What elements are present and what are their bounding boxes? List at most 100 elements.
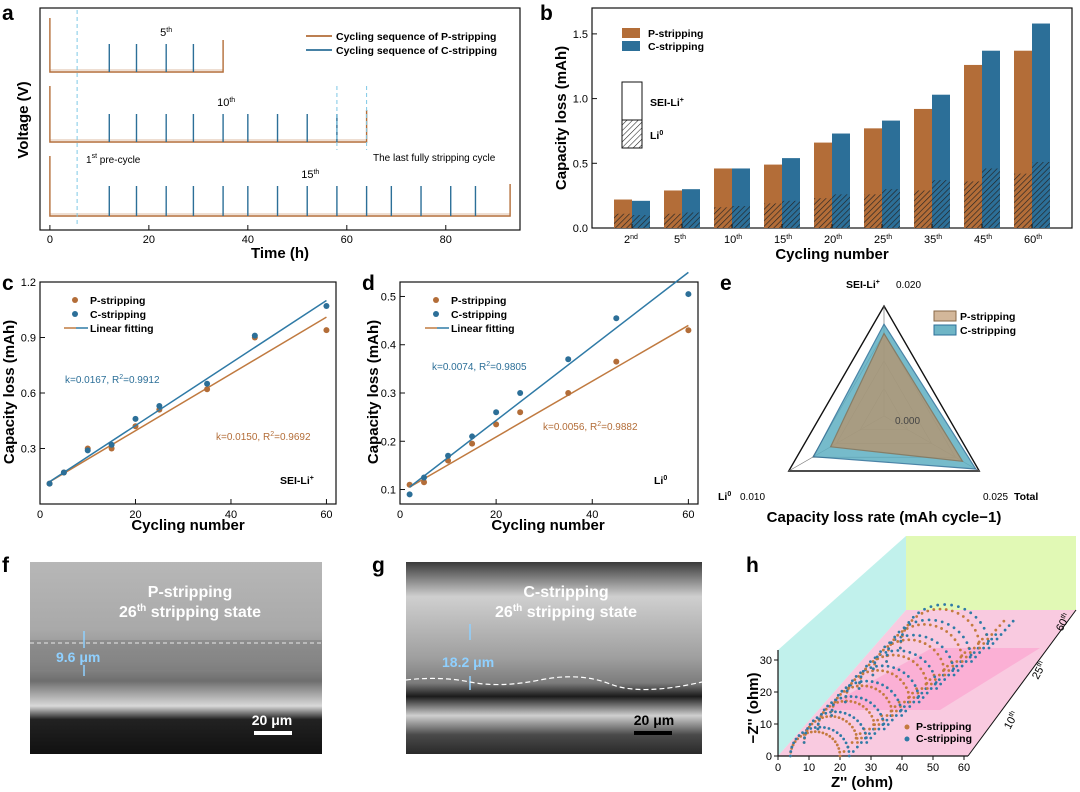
chart-d-fit-p — [409, 324, 689, 488]
chart-h-point-c — [857, 687, 861, 690]
chart-d-ytick-label: 0.4 — [381, 340, 396, 352]
chart-h-point-c — [882, 722, 886, 726]
chart-h-point-p — [950, 609, 954, 613]
chart-h-point-c — [902, 649, 906, 653]
chart-h-point-c — [902, 705, 906, 708]
chart-d-fit-c — [409, 271, 689, 488]
chart-h-point-p — [857, 675, 861, 678]
chart-h-point-p — [835, 743, 839, 747]
chart-h-point-p — [918, 640, 922, 643]
chart-a-annotation-precycle: 1st pre-cycle — [86, 153, 141, 166]
sem-f-title: P-stripping — [148, 584, 232, 601]
chart-h-point-p — [878, 689, 882, 693]
chart-c-point-c — [46, 480, 53, 487]
chart-h-point-c — [836, 693, 840, 697]
chart-h-point-c — [964, 660, 968, 663]
chart-h-ylabel: −Z'' (ohm) — [745, 673, 762, 744]
chart-h-point-p — [850, 741, 854, 744]
chart-d-xlabel: Cycling number — [491, 517, 605, 534]
chart-h-point-c — [808, 723, 812, 726]
chart-h-point-c — [974, 615, 978, 619]
chart-b-bar-li0-c — [932, 180, 950, 228]
chart-a-legend-c: Cycling sequence of C-stripping — [336, 45, 497, 57]
chart-h-point-p — [868, 711, 871, 714]
chart-d-point-p — [469, 440, 476, 447]
chart-h-back-wall — [906, 536, 1076, 610]
chart-h-point-c — [855, 745, 859, 749]
chart-d-frame — [399, 281, 699, 505]
chart-h-point-c — [923, 660, 927, 664]
chart-h-point-p — [976, 634, 980, 638]
chart-h-point-c — [910, 679, 914, 683]
chart-h-point-c — [838, 710, 842, 714]
chart-h-point-p — [916, 691, 920, 695]
chart-h-point-c — [957, 630, 961, 634]
chart-h-point-p — [876, 668, 879, 672]
chart-h-point-p — [895, 675, 898, 678]
chart-h-point-c — [869, 666, 873, 669]
chart-h-point-p — [943, 673, 947, 677]
chart-h-point-c — [861, 669, 865, 673]
chart-b-legend-c-swatch — [622, 41, 640, 51]
chart-h-point-c — [831, 728, 835, 732]
chart-h-point-c — [834, 710, 837, 714]
chart-h-point-c — [789, 750, 793, 753]
chart-e-legend-p-swatch — [933, 310, 957, 322]
chart-h-point-p — [873, 727, 877, 731]
sem-g-background — [406, 562, 702, 754]
chart-h-point-c — [965, 641, 969, 644]
chart-b-bar-li0-p — [664, 213, 682, 228]
chart-h-point-c — [859, 675, 863, 679]
chart-h-point-p — [878, 652, 882, 656]
chart-d-xtick-label: 40 — [586, 509, 598, 521]
chart-b-xtick-label: 25th — [874, 234, 892, 246]
chart-h-point-c — [827, 727, 831, 730]
chart-b-xtick-label: 15th — [774, 234, 792, 246]
chart-c-xtick-label: 40 — [225, 509, 237, 521]
panel-label-h: h — [746, 554, 759, 577]
chart-h-point-p — [977, 640, 981, 644]
chart-c-legend-fit: Linear fitting — [90, 323, 154, 335]
panel-label-c: c — [2, 272, 14, 295]
chart-h-point-p — [901, 638, 905, 642]
chart-h-point-p — [836, 701, 839, 704]
chart-h-point-c — [893, 635, 897, 639]
chart-h-point-p — [917, 623, 920, 627]
chart-h-point-c — [844, 741, 848, 745]
chart-h-point-p — [872, 718, 875, 722]
chart-h-point-p — [944, 608, 948, 611]
chart-h-point-p — [923, 642, 927, 645]
chart-e-title: Capacity loss rate (mAh cycle−1) — [767, 509, 1002, 526]
chart-h-point-c — [790, 745, 794, 749]
chart-b-bars: Capacity loss (mAh) Cycling number 0.0 0.… — [553, 7, 1073, 263]
chart-h-point-c — [820, 712, 823, 716]
chart-b-bar-li0-c — [732, 206, 750, 228]
chart-h-point-p — [955, 660, 959, 663]
chart-h-point-c — [994, 633, 998, 637]
chart-a-annotation-last: The last fully stripping cycle — [373, 153, 496, 164]
chart-h-point-c — [880, 664, 884, 668]
panel-label-e: e — [720, 272, 732, 295]
chart-b-bar-li0-c — [882, 189, 900, 228]
chart-h-point-p — [902, 682, 906, 685]
chart-h-point-p — [915, 615, 919, 618]
chart-h-point-p — [907, 638, 911, 642]
chart-h-point-p — [836, 696, 839, 700]
chart-b-xtick-label: 10th — [724, 234, 742, 246]
chart-h-point-c — [946, 622, 950, 626]
chart-h-point-p — [898, 678, 902, 682]
chart-d-point-c — [565, 356, 572, 363]
chart-b-xtick-label: 5th — [674, 234, 686, 246]
chart-h-point-c — [962, 635, 965, 639]
chart-h-point-p — [845, 719, 848, 723]
chart-h-point-p — [922, 671, 925, 675]
chart-h-point-p — [817, 730, 821, 734]
chart-h-point-c — [990, 637, 994, 641]
chart-h-point-p — [949, 633, 953, 637]
chart-h-point-c — [875, 655, 879, 659]
chart-h-point-c — [934, 681, 938, 684]
chart-h-point-p — [964, 655, 968, 659]
chart-h-point-p — [951, 664, 955, 668]
chart-h-point-p — [908, 695, 911, 699]
chart-d-point-c — [406, 491, 413, 498]
